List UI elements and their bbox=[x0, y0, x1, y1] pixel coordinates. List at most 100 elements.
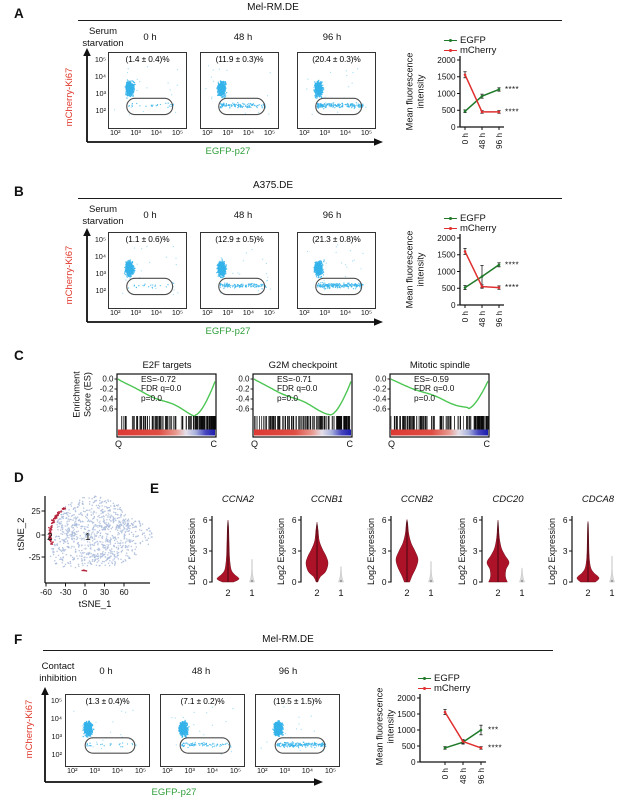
panel-f-cell-line-title: Mel-RM.DE bbox=[262, 634, 314, 645]
panel-b-chart-legend: EGFP mCherry bbox=[444, 212, 496, 234]
panel-b-flow-y-ticks: 10⁵ 10⁴ 10³ 10² bbox=[74, 180, 106, 295]
legend-label-mcherry: mCherry bbox=[460, 44, 497, 56]
y-axis-arrowhead-icon bbox=[83, 48, 91, 56]
axis-tick-label: 10⁴ bbox=[206, 766, 219, 775]
condition-line2: inhibition bbox=[39, 672, 77, 684]
legend-label-egfp: EGFP bbox=[460, 34, 486, 46]
svg-text:1500: 1500 bbox=[437, 73, 456, 82]
panel-b-timepoint-0h: 0 h bbox=[143, 210, 157, 221]
axis-tick-label: 10³ bbox=[319, 308, 330, 317]
axis-tick-label: 10² bbox=[51, 750, 62, 759]
violin-title-cdca8: CDCA8 bbox=[581, 494, 615, 505]
condition-line1: Serum bbox=[89, 204, 117, 215]
flow-scatter-a-96h bbox=[306, 68, 367, 116]
flow-x-ticks: 10² 10³ 10⁴ 10⁵ bbox=[297, 308, 374, 317]
legend-row-mcherry: mCherry bbox=[418, 682, 471, 694]
mfi-y-label-line1: Mean fluorescence bbox=[404, 52, 415, 131]
condition-line2: starvation bbox=[82, 215, 124, 227]
axis-tick-label: 10³ bbox=[95, 89, 106, 98]
tsne-x-axis-label: tSNE_1 bbox=[78, 599, 112, 610]
flow-x-ticks: 10² 10³ 10⁴ 10⁵ bbox=[160, 766, 243, 775]
x-axis-arrowhead-icon bbox=[374, 138, 383, 146]
axis-tick-label: 10³ bbox=[222, 308, 233, 317]
axis-tick-label: 10⁴ bbox=[242, 128, 255, 137]
legend-label-mcherry: mCherry bbox=[434, 682, 471, 694]
axis-tick-label: 10³ bbox=[95, 269, 106, 278]
axis-tick-label: 10² bbox=[162, 766, 173, 775]
flow-plot-a-0h: (1.4 ± 0.4)% bbox=[108, 52, 187, 129]
axis-tick-label: 10⁴ bbox=[242, 308, 255, 317]
gsea-plot-g2m: 0.0-0.2-0.4-0.6 bbox=[236, 373, 353, 438]
gsea-x-start-label: Q bbox=[115, 439, 123, 449]
gate-percentage: (1.4 ± 0.4)% bbox=[125, 54, 170, 64]
axis-tick-label: 10² bbox=[95, 286, 106, 295]
panel-a-timepoint-48h: 48 h bbox=[233, 32, 253, 43]
gsea-x-end-label: C bbox=[346, 439, 354, 449]
legend-label-egfp: EGFP bbox=[434, 672, 460, 684]
egfp-line-marker-icon bbox=[418, 676, 431, 681]
axis-tick-label: 10² bbox=[67, 766, 78, 775]
gsea-es-value: ES=-0.59 bbox=[414, 374, 449, 384]
axis-tick-label: 10³ bbox=[319, 128, 330, 137]
gsea-x-start-label: Q bbox=[251, 439, 259, 449]
gate-percentage: (11.9 ± 0.3)% bbox=[215, 54, 264, 64]
mfi-chart-a: 0 500 1000 1500 2000 0 h 48 h 96 h **** **** bbox=[437, 56, 519, 149]
panel-f-title-rule bbox=[43, 650, 553, 651]
svg-text:1000: 1000 bbox=[437, 89, 456, 98]
egfp-line-marker-icon bbox=[444, 38, 457, 43]
x-axis-arrowhead-icon bbox=[314, 778, 323, 786]
gsea-x-start-label: Q bbox=[388, 439, 396, 449]
flow-plot-f-48h: (7.1 ± 0.2)% bbox=[160, 694, 245, 767]
axis-tick-label: 10⁴ bbox=[111, 766, 124, 775]
legend-row-mcherry: mCherry bbox=[444, 223, 496, 234]
panel-a-timepoint-96h: 96 h bbox=[322, 32, 342, 43]
svg-text:****: **** bbox=[505, 108, 519, 117]
flow-x-ticks: 10² 10³ 10⁴ 10⁵ bbox=[108, 128, 185, 137]
panel-a-condition-label: Serum starvation bbox=[66, 26, 140, 49]
axis-tick-label: 10⁵ bbox=[134, 766, 146, 775]
condition-line1: Serum bbox=[89, 26, 117, 37]
flow-plot-b-96h: (21.3 ± 0.8)% bbox=[297, 232, 376, 309]
svg-text:2000: 2000 bbox=[437, 56, 456, 65]
mfi-y-label-line1: Mean fluorescence bbox=[404, 230, 415, 309]
mfi-y-label-line2: intensity bbox=[415, 74, 425, 109]
axis-tick-label: 10⁴ bbox=[150, 128, 163, 137]
mfi-y-label-line1: Mean fluorescence bbox=[374, 687, 385, 766]
flow-x-ticks: 10² 10³ 10⁴ 10⁵ bbox=[108, 308, 185, 317]
axis-tick-label: 10⁴ bbox=[301, 766, 314, 775]
axis-tick-label: 10² bbox=[299, 128, 310, 137]
violin-title-ccnb1: CCNB1 bbox=[310, 494, 344, 505]
violin-title-ccnb2: CCNB2 bbox=[400, 494, 434, 505]
panel-f-timepoint-96h: 96 h bbox=[278, 666, 298, 677]
panel-f-chart-legend: EGFP mCherry bbox=[418, 672, 471, 694]
flow-scatter-a-0h bbox=[113, 66, 179, 116]
panel-f-mfi-y-label: Mean fluorescence intensity bbox=[375, 672, 396, 782]
gsea-p-value: p=0.0 bbox=[141, 392, 162, 403]
gsea-stats-e2f: ES=-0.72 FDR q=0.0 p=0.0 bbox=[141, 374, 213, 403]
panel-b-title-rule bbox=[78, 198, 562, 199]
panel-f-flow-y-ticks: 10⁵ 10⁴ 10³ 10² bbox=[30, 641, 62, 759]
panel-label-f: F bbox=[14, 632, 23, 647]
mfi-y-label-line2: intensity bbox=[415, 252, 425, 287]
axis-tick-label: 10³ bbox=[184, 766, 195, 775]
panel-f-condition-label: Contact inhibition bbox=[22, 661, 94, 684]
panel-label-d: D bbox=[14, 470, 24, 485]
gsea-y-label-line1: Enrichment bbox=[71, 371, 82, 418]
gate-percentage: (20.4 ± 0.3)% bbox=[312, 54, 361, 64]
axis-tick-label: 10³ bbox=[279, 766, 290, 775]
axis-tick-label: 10⁵ bbox=[50, 696, 62, 705]
axis-tick-label: 10² bbox=[110, 128, 121, 137]
gsea-plot-e2f: 0.0-0.2-0.4-0.6 bbox=[100, 373, 217, 438]
axis-tick-label: 10⁵ bbox=[171, 128, 183, 137]
axis-tick-label: 10⁴ bbox=[50, 714, 62, 723]
axis-tick-label: 10³ bbox=[89, 766, 100, 775]
axis-tick-label: 10² bbox=[202, 308, 213, 317]
flow-x-ticks: 10² 10³ 10⁴ 10⁵ bbox=[200, 308, 277, 317]
panel-b-axis-arrows bbox=[83, 228, 383, 326]
gsea-x-end-label: C bbox=[483, 439, 491, 449]
legend-label-egfp: EGFP bbox=[460, 212, 486, 224]
gsea-fdr-value: FDR q=0.0 bbox=[414, 383, 455, 394]
